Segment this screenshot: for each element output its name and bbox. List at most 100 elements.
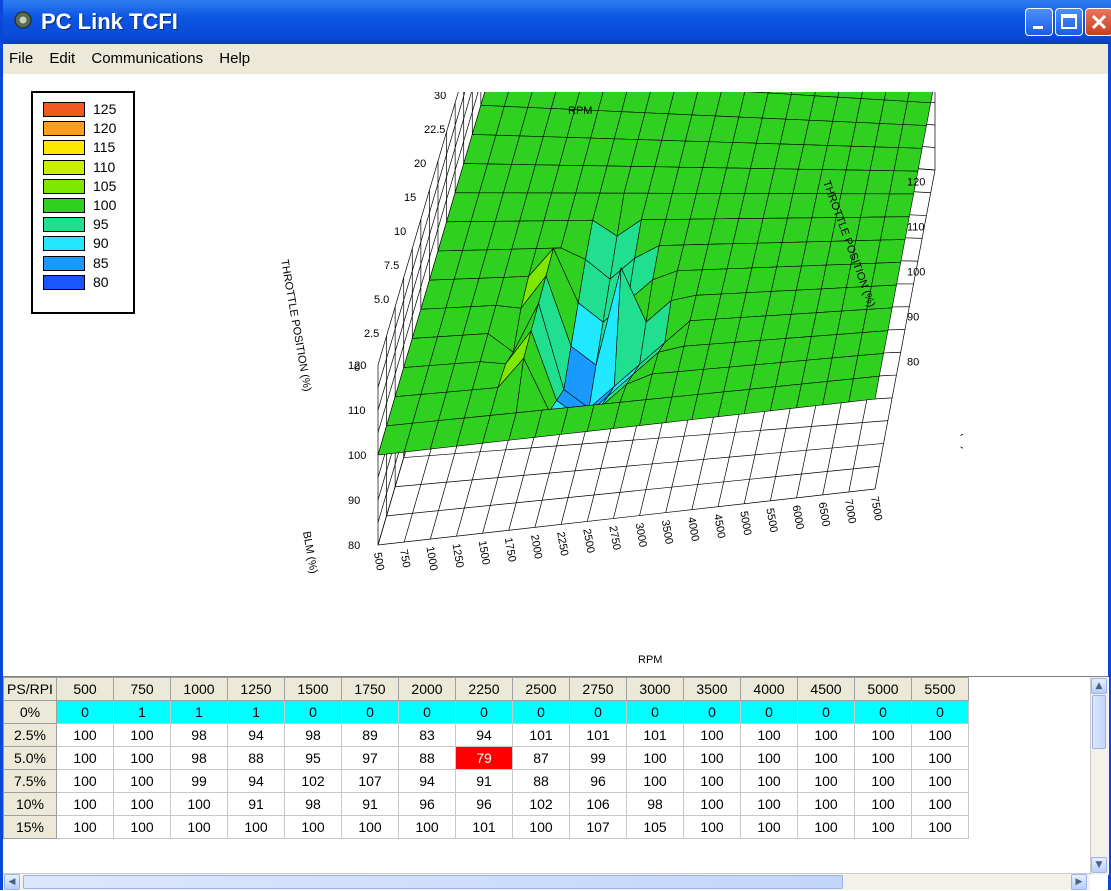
column-header[interactable]: 1500 [284, 677, 342, 701]
table-cell[interactable]: 106 [569, 792, 627, 816]
menu-help[interactable]: Help [219, 50, 251, 67]
table-cell[interactable]: 0 [740, 700, 798, 724]
table-cell[interactable]: 0 [683, 700, 741, 724]
vertical-scroll-thumb[interactable] [1092, 695, 1106, 749]
table-cell[interactable]: 1 [170, 700, 228, 724]
table-cell[interactable]: 0 [854, 700, 912, 724]
table-cell[interactable]: 100 [854, 815, 912, 839]
table-cell[interactable]: 91 [227, 792, 285, 816]
table-cell[interactable]: 100 [398, 815, 456, 839]
column-header[interactable]: 3500 [683, 677, 741, 701]
table-cell[interactable]: 98 [284, 792, 342, 816]
table-cell[interactable]: 100 [56, 746, 114, 770]
menu-edit[interactable]: Edit [49, 50, 76, 67]
table-cell[interactable]: 102 [512, 792, 570, 816]
table-cell[interactable]: 100 [911, 746, 969, 770]
table-cell[interactable]: 100 [911, 769, 969, 793]
column-header[interactable]: 5000 [854, 677, 912, 701]
title-bar[interactable]: PC Link TCFI [3, 0, 1111, 44]
close-button[interactable] [1085, 8, 1111, 36]
table-cell[interactable]: 96 [398, 792, 456, 816]
table-cell[interactable]: 100 [227, 815, 285, 839]
table-cell[interactable]: 91 [341, 792, 399, 816]
table-cell[interactable]: 89 [341, 723, 399, 747]
table-cell[interactable]: 88 [512, 769, 570, 793]
table-cell[interactable]: 100 [341, 815, 399, 839]
row-header[interactable]: 7.5% [3, 769, 57, 793]
table-cell[interactable]: 100 [911, 723, 969, 747]
column-header[interactable]: 1250 [227, 677, 285, 701]
menu-communications[interactable]: Communications [91, 50, 204, 67]
column-header[interactable]: 4500 [797, 677, 855, 701]
table-cell[interactable]: 100 [284, 815, 342, 839]
table-cell[interactable]: 100 [797, 769, 855, 793]
table-cell[interactable]: 100 [683, 769, 741, 793]
table-cell[interactable]: 100 [740, 815, 798, 839]
column-header[interactable]: 2000 [398, 677, 456, 701]
table-cell[interactable]: 100 [854, 723, 912, 747]
minimize-button[interactable] [1025, 8, 1053, 36]
table-cell[interactable]: 0 [797, 700, 855, 724]
table-cell[interactable]: 99 [569, 746, 627, 770]
vertical-scrollbar[interactable]: ▲ ▼ [1090, 677, 1109, 875]
table-cell[interactable]: 0 [284, 700, 342, 724]
table-cell[interactable]: 101 [512, 723, 570, 747]
table-cell[interactable]: 100 [113, 792, 171, 816]
table-cell[interactable]: 100 [56, 769, 114, 793]
table-cell[interactable]: 100 [683, 792, 741, 816]
table-cell[interactable]: 100 [56, 723, 114, 747]
scroll-right-button[interactable]: ▶ [1071, 874, 1087, 890]
table-cell[interactable]: 0 [455, 700, 513, 724]
table-cell[interactable]: 100 [626, 746, 684, 770]
table-cell[interactable]: 87 [512, 746, 570, 770]
table-cell[interactable]: 100 [797, 723, 855, 747]
scroll-up-button[interactable]: ▲ [1091, 678, 1107, 694]
table-cell[interactable]: 88 [398, 746, 456, 770]
table-cell[interactable]: 107 [341, 769, 399, 793]
column-header[interactable]: 4000 [740, 677, 798, 701]
table-cell[interactable]: 101 [569, 723, 627, 747]
table-cell[interactable]: 0 [341, 700, 399, 724]
table-cell[interactable]: 100 [797, 815, 855, 839]
table-cell[interactable]: 100 [740, 792, 798, 816]
table-cell[interactable]: 100 [854, 746, 912, 770]
column-header[interactable]: 2500 [512, 677, 570, 701]
table-cell[interactable]: 100 [56, 792, 114, 816]
table-cell[interactable]: 83 [398, 723, 456, 747]
table-cell[interactable]: 95 [284, 746, 342, 770]
table-cell[interactable]: 0 [512, 700, 570, 724]
column-header[interactable]: 5500 [911, 677, 969, 701]
table-cell[interactable]: 100 [170, 792, 228, 816]
row-header[interactable]: 10% [3, 792, 57, 816]
table-cell[interactable]: 100 [797, 746, 855, 770]
table-cell[interactable]: 88 [227, 746, 285, 770]
column-header[interactable]: 1000 [170, 677, 228, 701]
table-cell[interactable]: 0 [56, 700, 114, 724]
table-cell[interactable]: 100 [740, 769, 798, 793]
table-cell[interactable]: 94 [227, 723, 285, 747]
row-header[interactable]: 0% [3, 700, 57, 724]
table-cell[interactable]: 94 [227, 769, 285, 793]
table-cell[interactable]: 100 [740, 746, 798, 770]
table-cell[interactable]: 101 [626, 723, 684, 747]
table-cell[interactable]: 100 [911, 815, 969, 839]
row-header[interactable]: 15% [3, 815, 57, 839]
table-cell[interactable]: 100 [683, 723, 741, 747]
table-cell[interactable]: 100 [683, 746, 741, 770]
table-cell[interactable]: 91 [455, 769, 513, 793]
table-cell[interactable]: 100 [113, 769, 171, 793]
row-header[interactable]: 2.5% [3, 723, 57, 747]
horizontal-scrollbar[interactable]: ◀ ▶ [3, 873, 1090, 890]
menu-file[interactable]: File [9, 50, 34, 67]
table-cell[interactable]: 94 [398, 769, 456, 793]
table-cell[interactable]: 0 [569, 700, 627, 724]
table-cell[interactable]: 107 [569, 815, 627, 839]
table-cell[interactable]: 100 [683, 815, 741, 839]
row-header[interactable]: 5.0% [3, 746, 57, 770]
table-cell[interactable]: 98 [284, 723, 342, 747]
table-cell[interactable]: 79 [455, 746, 513, 770]
table-cell[interactable]: 99 [170, 769, 228, 793]
table-cell[interactable]: 100 [113, 746, 171, 770]
table-cell[interactable]: 1 [227, 700, 285, 724]
table-cell[interactable]: 0 [398, 700, 456, 724]
